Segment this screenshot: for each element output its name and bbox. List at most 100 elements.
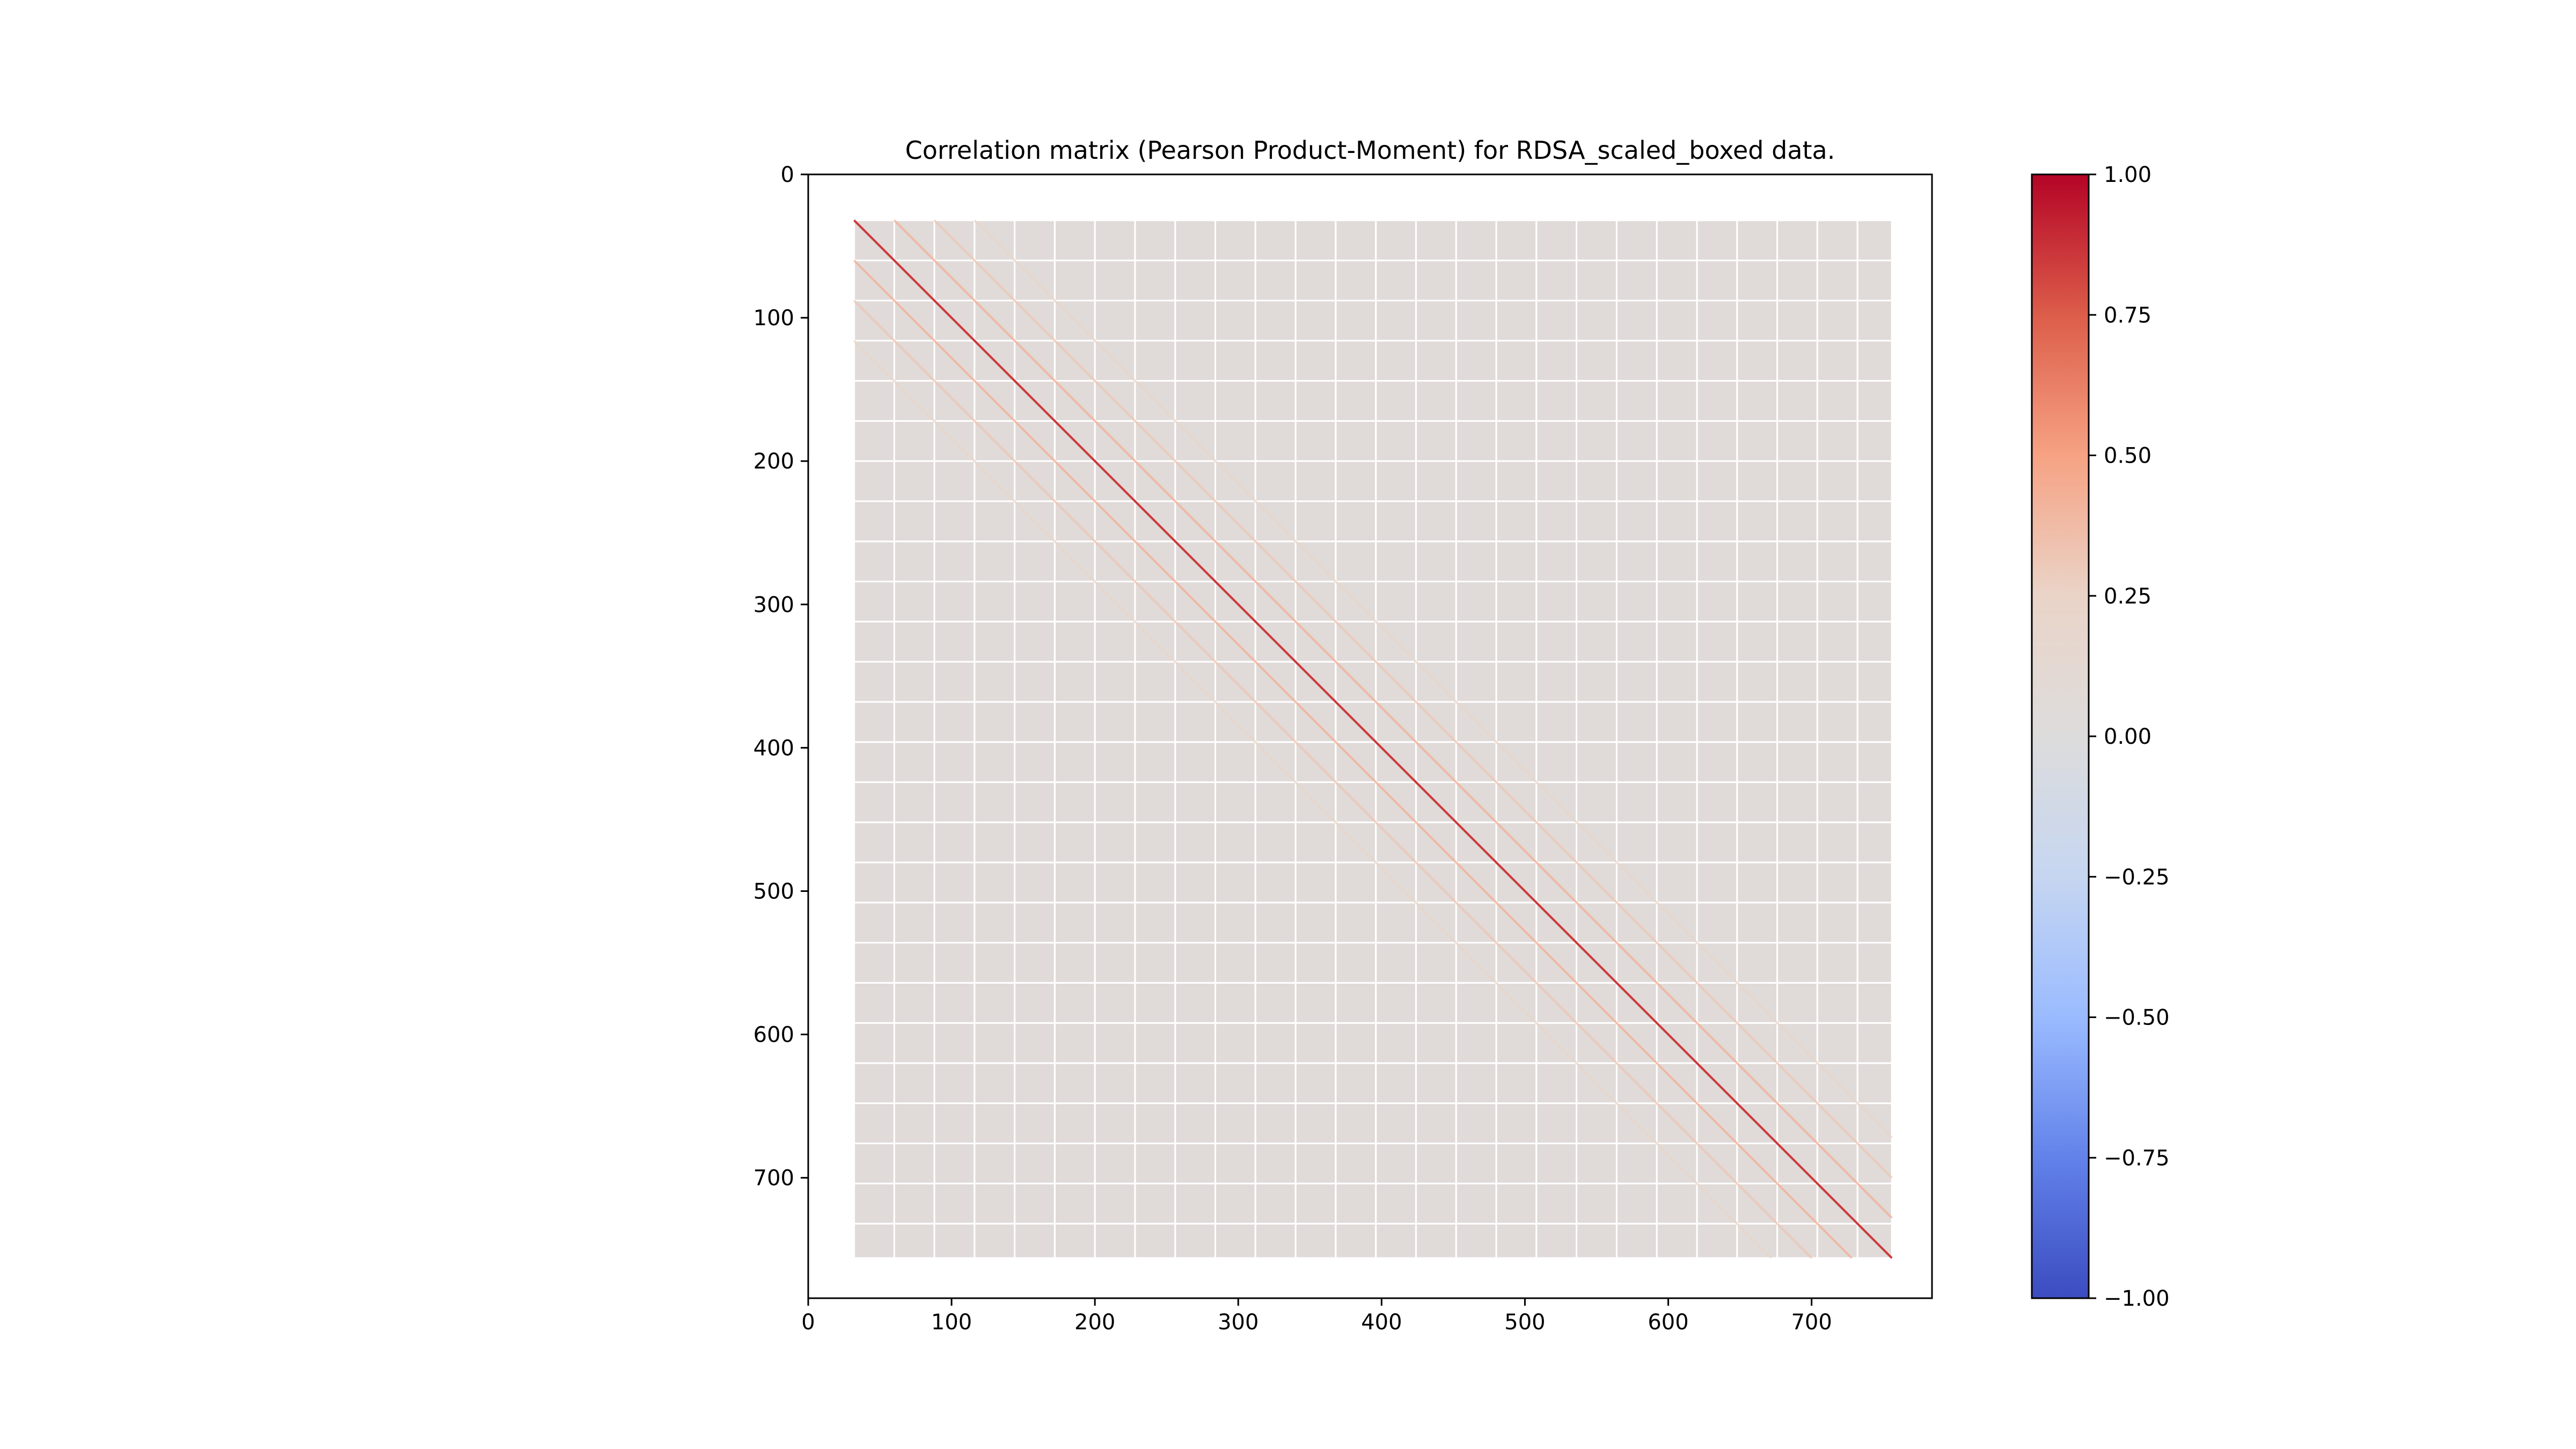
heatmap-cell-block — [1417, 542, 1455, 581]
heatmap-cell-block — [1818, 622, 1857, 661]
heatmap-cell-block — [1497, 1144, 1536, 1183]
heatmap-cell-block — [855, 823, 894, 862]
heatmap-cell-block — [1216, 221, 1255, 260]
heatmap-cell-block — [1256, 261, 1295, 300]
heatmap-cell-block — [935, 502, 974, 541]
heatmap-cell-block — [1216, 261, 1255, 300]
heatmap-cell-block — [1095, 943, 1135, 982]
heatmap-cell-block — [1818, 542, 1857, 581]
heatmap-cell-block — [1136, 1064, 1175, 1103]
heatmap-cell-block — [975, 1023, 1014, 1063]
colorbar-tick-label: −0.75 — [2104, 1146, 2170, 1170]
heatmap-cell-block — [1336, 261, 1375, 300]
heatmap-cell-block — [935, 622, 974, 661]
colorbar-tick-label: 0.75 — [2104, 303, 2151, 328]
heatmap-cell-block — [1256, 221, 1295, 260]
heatmap-cell-block — [1256, 462, 1295, 501]
y-tick-label: 300 — [753, 592, 794, 617]
heatmap-cell-block — [1176, 1224, 1214, 1257]
heatmap-cell-block — [1336, 542, 1375, 581]
heatmap-cell-block — [1497, 502, 1536, 541]
heatmap-cell-block — [935, 662, 974, 701]
heatmap-cell-block — [935, 984, 974, 1022]
heatmap-cell-block — [975, 823, 1014, 862]
colorbar-gradient — [2032, 174, 2089, 1298]
heatmap-cell-block — [1818, 743, 1857, 781]
heatmap-cell-block — [1095, 1023, 1135, 1063]
heatmap-cell-block — [1056, 622, 1094, 661]
heatmap-cell-block — [1377, 582, 1415, 621]
heatmap-cell-block — [1176, 863, 1214, 902]
x-tick-label: 400 — [1361, 1310, 1402, 1335]
heatmap-cell-block — [1738, 622, 1776, 661]
heatmap-cell-block — [1377, 984, 1415, 1022]
heatmap-cell-block — [1858, 662, 1891, 701]
heatmap-cell-block — [1095, 1184, 1135, 1223]
heatmap-cell-block — [1296, 943, 1335, 982]
heatmap-cell-block — [1296, 462, 1335, 501]
heatmap-cell-block — [1417, 1184, 1455, 1223]
heatmap-cell-block — [1778, 261, 1817, 300]
heatmap-cell-block — [1296, 1184, 1335, 1223]
heatmap-cell-block — [1256, 943, 1295, 982]
heatmap-cell-block — [1657, 823, 1696, 862]
colorbar-tick-label: −0.25 — [2104, 865, 2170, 890]
diagonal-line — [853, 219, 1893, 1259]
correlation-band — [853, 340, 1773, 1259]
heatmap-cell-block — [1296, 863, 1335, 902]
heatmap-cell-block — [855, 743, 894, 781]
heatmap-cell-block — [1417, 382, 1455, 420]
heatmap-cell-block — [1216, 903, 1255, 942]
heatmap-cell-block — [1095, 1064, 1135, 1103]
heatmap-cell-block — [855, 542, 894, 581]
heatmap-cell-block — [1697, 422, 1737, 460]
heatmap-cell-block — [1015, 1064, 1054, 1103]
heatmap-cell-block — [1336, 984, 1375, 1022]
heatmap-cell-block — [1457, 1184, 1496, 1223]
heatmap-cell-block — [1176, 1144, 1214, 1183]
heatmap-cell-block — [895, 702, 934, 742]
heatmap-cell-block — [1778, 743, 1817, 781]
heatmap-cell-block — [1256, 863, 1295, 902]
heatmap-cell-block — [975, 903, 1014, 942]
heatmap-cell-block — [1417, 1064, 1455, 1103]
heatmap-cell-block — [1778, 221, 1817, 260]
heatmap-cell-block — [1778, 542, 1817, 581]
heatmap-cell-block — [1377, 943, 1415, 982]
heatmap-cell-block — [1216, 1184, 1255, 1223]
heatmap-cell-block — [1296, 1023, 1335, 1063]
heatmap-cell-block — [1618, 341, 1656, 380]
x-tick-label: 500 — [1504, 1310, 1545, 1335]
heatmap-cell-block — [1818, 783, 1857, 822]
heatmap-cell-block — [1818, 422, 1857, 460]
heatmap-cell-block — [1778, 903, 1817, 942]
heatmap-cell-block — [1537, 261, 1576, 300]
heatmap-cell-block — [1818, 261, 1857, 300]
heatmap-cell-block — [1216, 743, 1255, 781]
heatmap-cell-block — [975, 783, 1014, 822]
heatmap-cell-block — [1417, 1023, 1455, 1063]
heatmap-cell-block — [1778, 622, 1817, 661]
heatmap-cell-block — [1336, 341, 1375, 380]
heatmap-cell-block — [975, 1184, 1014, 1223]
heatmap-cell-block — [1457, 422, 1496, 460]
heatmap-cell-block — [1015, 823, 1054, 862]
colorbar-tick-label: 0.50 — [2104, 444, 2151, 469]
heatmap-cell-block — [1136, 863, 1175, 902]
heatmap-cell-block — [855, 903, 894, 942]
heatmap-cell-block — [1618, 422, 1656, 460]
heatmap-cell-block — [1296, 1224, 1335, 1257]
y-axis: 0 100 200 300 400 500 600 700 — [753, 163, 808, 1191]
heatmap-cell-block — [1618, 662, 1656, 701]
heatmap-cell-block — [855, 462, 894, 501]
heatmap-cell-block — [1015, 1144, 1054, 1183]
heatmap-cell-block — [1457, 341, 1496, 380]
heatmap-cell-block — [1056, 823, 1094, 862]
heatmap-cell-block — [1336, 1144, 1375, 1183]
heatmap-cell-block — [1095, 783, 1135, 822]
heatmap-correlation-bands — [853, 219, 1893, 1259]
heatmap-cell-block — [1056, 1023, 1094, 1063]
heatmap-cell-block — [1858, 582, 1891, 621]
heatmap-cell-block — [1577, 622, 1616, 661]
heatmap-cell-block — [1858, 943, 1891, 982]
